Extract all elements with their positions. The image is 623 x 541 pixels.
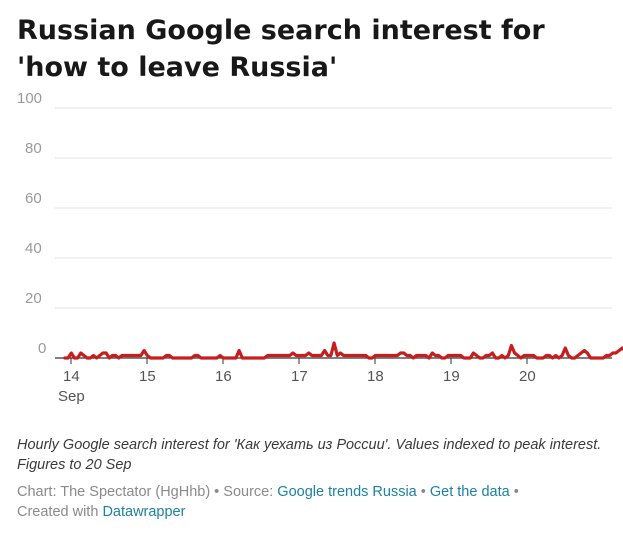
x-tick-sublabel: Sep <box>58 388 85 405</box>
x-tick-label: 17 <box>291 368 308 385</box>
x-tick-label: 18 <box>367 368 384 385</box>
y-tick-label: 80 <box>25 140 42 157</box>
y-tick-label: 0 <box>38 340 46 357</box>
chart-footer: Chart: The Spectator (HgHhb) • Source: G… <box>17 482 612 522</box>
x-tick-label: 16 <box>215 368 232 385</box>
get-the-data-link[interactable]: Get the data <box>429 484 510 500</box>
y-tick-label: 60 <box>25 190 42 207</box>
y-tick-label: 40 <box>25 240 42 257</box>
x-tick-label: 20 <box>519 368 536 385</box>
line-chart: 0 20 40 60 80 100 14 Sep 15 16 17 18 19 20 <box>17 90 623 405</box>
x-tick-label: 14 <box>63 368 80 385</box>
series-line <box>63 341 623 360</box>
y-gridlines <box>55 107 612 359</box>
x-tick-label: 19 <box>443 368 460 385</box>
source-link[interactable]: Google trends Russia <box>277 484 417 500</box>
footer-separator: • <box>509 484 519 500</box>
y-tick-label: 100 <box>17 90 42 107</box>
y-axis-ticks: 0 20 40 60 80 100 <box>17 90 46 357</box>
y-tick-label: 20 <box>25 290 42 307</box>
x-axis-ticks: 14 Sep 15 16 17 18 19 20 <box>58 358 536 405</box>
chart-title: Russian Google search interest for 'how … <box>17 15 545 83</box>
footer-chart-by: Chart: The Spectator (HgHhb) <box>17 484 211 500</box>
footer-source-label: Source: <box>223 484 278 500</box>
footer-separator: • <box>416 484 430 500</box>
footer-separator: • <box>210 484 224 500</box>
chart-notes: Hourly Google search interest for 'Как у… <box>17 437 602 473</box>
footer-created-label: Created with <box>17 504 103 520</box>
x-tick-label: 15 <box>139 368 156 385</box>
datawrapper-link[interactable]: Datawrapper <box>102 504 186 520</box>
